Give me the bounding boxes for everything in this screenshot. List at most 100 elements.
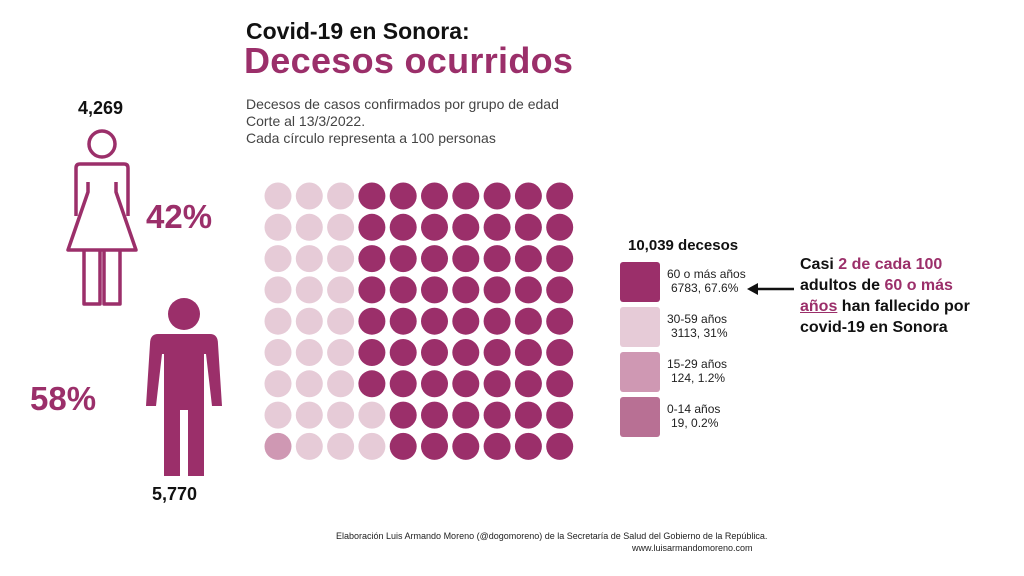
waffle-circle-60-o-más-años [358, 182, 386, 210]
legend-value: 19, 0.2% [671, 416, 719, 430]
waffle-circle-60-o-más-años [421, 370, 448, 398]
waffle-circle-60-o-más-años [421, 401, 448, 429]
waffle-circle-30-59-años [295, 370, 323, 398]
callout-part: han fallecido por [837, 298, 970, 315]
waffle-circle-60-o-más-años [514, 401, 542, 429]
waffle-circle-60-o-más-años [483, 339, 511, 366]
arrow-left-icon [747, 283, 794, 295]
waffle-circle-30-59-años [327, 307, 355, 335]
female-percentage: 42% [146, 198, 213, 235]
legend-swatch-30-59 [620, 307, 660, 347]
waffle-circle-60-o-más-años [358, 213, 386, 241]
waffle-circle-30-59-años [327, 370, 355, 398]
waffle-circle-60-o-más-años [546, 182, 574, 210]
page-title: Decesos ocurridos [244, 40, 574, 81]
waffle-circle-60-o-más-años [483, 245, 511, 273]
waffle-chart [264, 182, 574, 460]
waffle-circle-60-o-más-años [514, 307, 542, 335]
callout-text: Casi 2 de cada 100 adultos de 60 o más a… [800, 254, 970, 338]
waffle-circle-60-o-más-años [546, 213, 574, 241]
waffle-circle-60-o-más-años [358, 245, 386, 273]
waffle-circle-30-59-años [264, 401, 292, 429]
waffle-circle-30-59-años [327, 245, 355, 273]
waffle-circle-60-o-más-años [514, 245, 542, 273]
waffle-circle-30-59-años [327, 339, 355, 366]
callout-highlight: 60 o más [884, 277, 953, 294]
waffle-circle-60-o-más-años [421, 182, 448, 210]
waffle-circle-60-o-más-años [546, 370, 574, 398]
waffle-circle-30-59-años [295, 182, 323, 210]
legend-swatch-60-plus [620, 262, 660, 302]
waffle-circle-60-o-más-años [452, 401, 480, 429]
waffle-circle-60-o-más-años [389, 401, 417, 429]
waffle-circle-60-o-más-años [452, 339, 480, 366]
waffle-circle-60-o-más-años [389, 307, 417, 335]
waffle-circle-60-o-más-años [452, 370, 480, 398]
waffle-circle-30-59-años [295, 213, 323, 241]
waffle-circle-60-o-más-años [389, 432, 417, 460]
waffle-circle-30-59-años [264, 182, 292, 210]
legend-label: 30-59 años [667, 312, 728, 326]
waffle-circle-30-59-años [264, 339, 292, 366]
waffle-circle-60-o-más-años [389, 213, 417, 241]
subtitle-description: Decesos de casos confirmados por grupo d… [246, 96, 559, 112]
waffle-circle-60-o-más-años [358, 276, 386, 304]
callout-part: Casi [800, 256, 839, 273]
credits-author: Elaboración Luis Armando Moreno (@dogomo… [336, 531, 768, 541]
waffle-circle-30-59-años [264, 213, 292, 241]
legend-label: 15-29 años [667, 357, 728, 371]
waffle-circle-60-o-más-años [483, 213, 511, 241]
waffle-circle-60-o-más-años [483, 182, 511, 210]
waffle-circle-60-o-más-años [546, 307, 574, 335]
callout-highlight: 2 de cada 100 [838, 256, 943, 273]
waffle-circle-30-59-años [358, 401, 386, 429]
waffle-circle-60-o-más-años [546, 432, 574, 460]
waffle-circle-60-o-más-años [452, 307, 480, 335]
waffle-circle-30-59-años [264, 307, 292, 335]
waffle-circle-60-o-más-años [514, 213, 542, 241]
waffle-circle-60-o-más-años [546, 401, 574, 429]
waffle-circle-30-59-años [295, 276, 323, 304]
waffle-circle-30-59-años [295, 401, 323, 429]
waffle-circle-30-59-años [295, 339, 323, 366]
callout-part: covid-19 en Sonora [800, 319, 948, 336]
waffle-circle-60-o-más-años [483, 370, 511, 398]
waffle-circle-15-29-años [264, 432, 292, 460]
waffle-circle-60-o-más-años [389, 245, 417, 273]
waffle-circle-60-o-más-años [358, 307, 386, 335]
waffle-circle-60-o-más-años [452, 432, 480, 460]
subtitle-date: Corte al 13/3/2022. [246, 113, 366, 129]
waffle-circle-60-o-más-años [358, 370, 386, 398]
waffle-circle-60-o-más-años [546, 276, 574, 304]
waffle-circle-60-o-más-años [483, 401, 511, 429]
waffle-circle-60-o-más-años [483, 276, 511, 304]
waffle-circle-60-o-más-años [546, 245, 574, 273]
callout-part: adultos de [800, 277, 885, 294]
legend-value: 3113, 31% [671, 326, 728, 340]
waffle-circle-60-o-más-años [421, 245, 448, 273]
waffle-circle-30-59-años [327, 432, 355, 460]
waffle-circle-60-o-más-años [483, 307, 511, 335]
female-count: 4,269 [78, 98, 124, 118]
waffle-circle-60-o-más-años [421, 339, 448, 366]
legend-swatch-15-29 [620, 352, 660, 392]
legend-label: 60 o más años [667, 267, 746, 281]
waffle-circle-30-59-años [264, 370, 292, 398]
waffle-circle-30-59-años [295, 307, 323, 335]
waffle-circle-60-o-más-años [389, 182, 417, 210]
waffle-circle-30-59-años [264, 245, 292, 273]
male-percentage: 58% [30, 380, 97, 417]
waffle-circle-60-o-más-años [358, 339, 386, 366]
female-icon [66, 129, 138, 306]
waffle-circle-60-o-más-años [421, 432, 448, 460]
waffle-circle-30-59-años [327, 401, 355, 429]
waffle-circle-60-o-más-años [452, 276, 480, 304]
waffle-circle-60-o-más-años [452, 182, 480, 210]
waffle-circle-60-o-más-años [389, 370, 417, 398]
waffle-circle-60-o-más-años [514, 182, 542, 210]
waffle-circle-30-59-años [358, 432, 386, 460]
waffle-circle-60-o-más-años [514, 276, 542, 304]
waffle-circle-60-o-más-años [514, 339, 542, 366]
waffle-circle-60-o-más-años [546, 339, 574, 366]
waffle-circle-30-59-años [295, 245, 323, 273]
